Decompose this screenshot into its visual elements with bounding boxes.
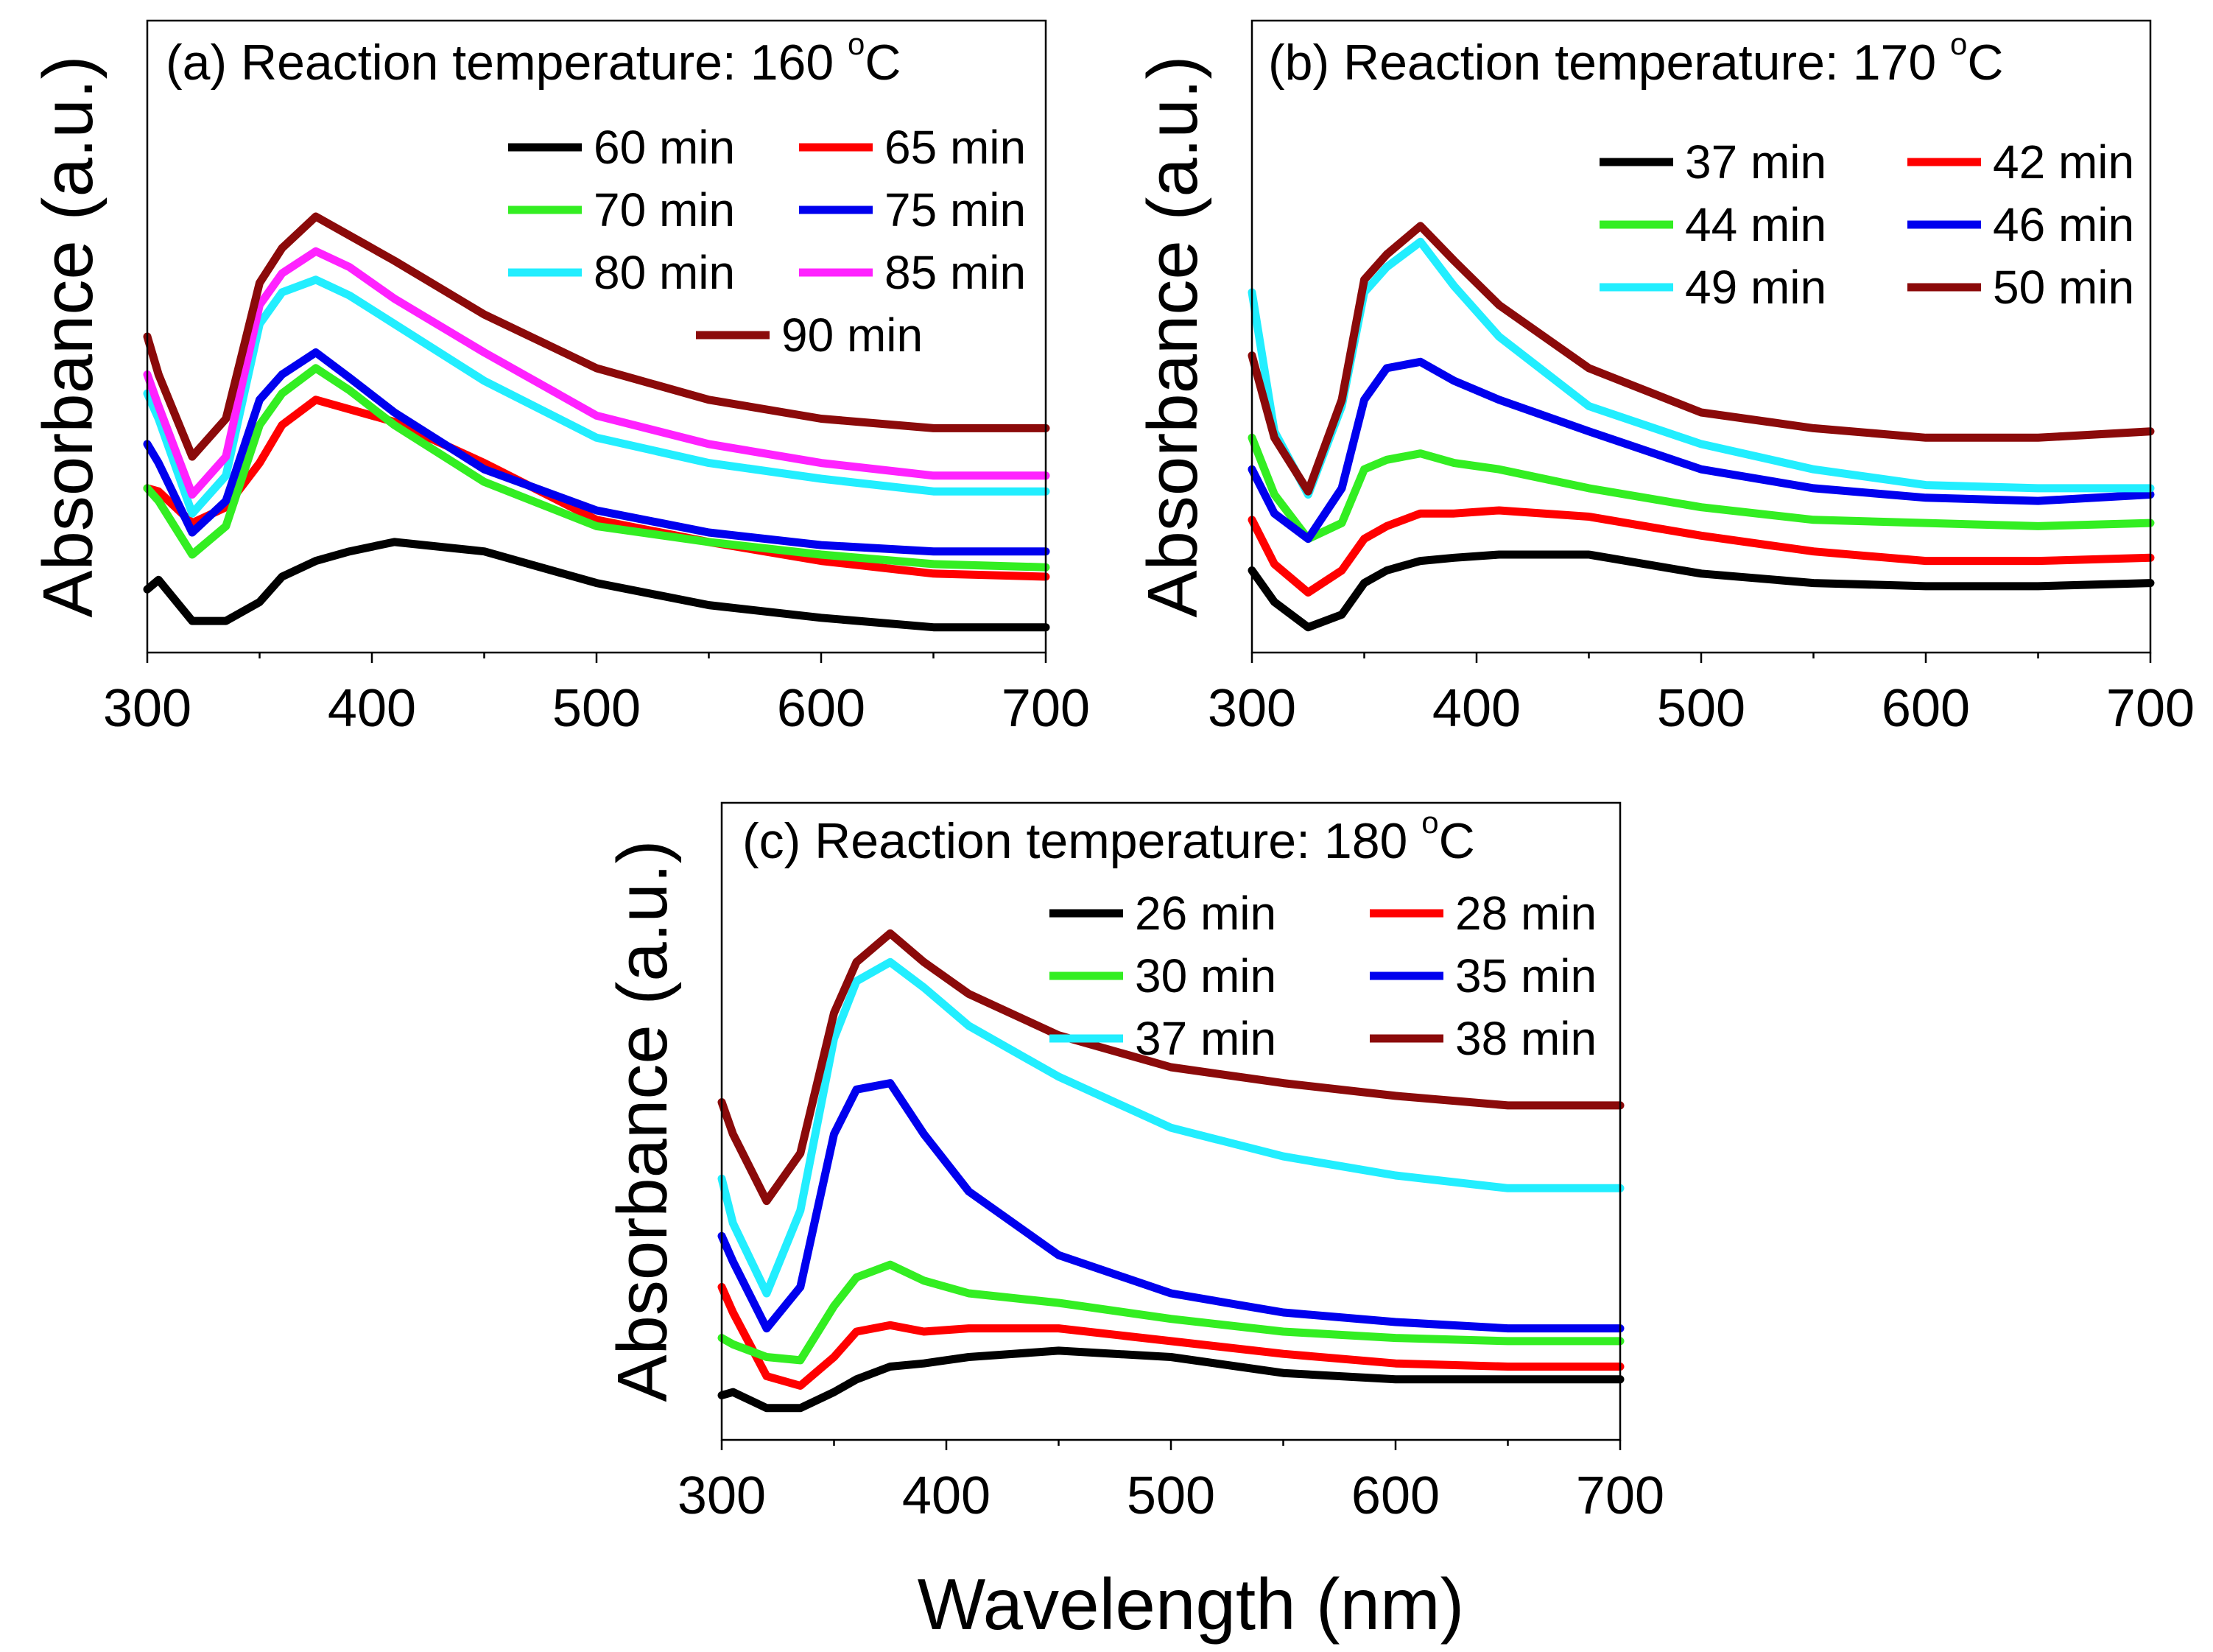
x-tick-label-a-700: 700 <box>1002 679 1090 738</box>
unit-symbol-c: C <box>1439 813 1475 869</box>
x-tick-label-c-300: 300 <box>678 1466 766 1525</box>
legend-label-a-85-min: 85 min <box>884 246 1026 299</box>
legend-label-c-28-min: 28 min <box>1455 887 1597 940</box>
y-axis-label-c: Absorbance (a.u.) <box>603 840 682 1402</box>
y-axis-label-b: Absorbance (a.u.) <box>1133 55 1212 617</box>
legend-label-a-75-min: 75 min <box>884 183 1026 236</box>
legend-label-a-60-min: 60 min <box>594 121 735 174</box>
legend-label-c-26-min: 26 min <box>1135 887 1276 940</box>
series-line-a-75-min <box>143 348 1050 556</box>
unit-symbol-b: C <box>1967 35 2003 91</box>
panel-title-c: (c) Reaction temperature: 180 oC <box>742 805 1475 869</box>
degree-symbol-b: o <box>1950 27 1967 61</box>
x-tick-label-c-400: 400 <box>902 1466 991 1525</box>
chart-panel-a: 300 400 500 600 700 Absorbance (a.u.) (a) Reac… <box>29 19 1090 738</box>
panel-title-a: (a) Reaction temperature: 160 oC <box>166 27 901 91</box>
x-tick-label-b-600: 600 <box>1882 679 1970 738</box>
x-tick-label-b-300: 300 <box>1208 679 1296 738</box>
legend-label-b-42-min: 42 min <box>1993 136 2134 189</box>
legend-label-c-37-min: 37 min <box>1135 1012 1276 1065</box>
x-tick-label-a-300: 300 <box>103 679 191 738</box>
series-line-a-85-min <box>143 247 1050 499</box>
panel-title-text-b: (b) Reaction temperature: 170 <box>1268 35 1950 91</box>
series-line-a-90-min <box>143 212 1050 461</box>
x-tick-label-b-700: 700 <box>2106 679 2195 738</box>
x-tick-label-a-500: 500 <box>552 679 641 738</box>
legend-label-c-38-min: 38 min <box>1455 1012 1597 1065</box>
series-line-c-37-min <box>717 957 1625 1298</box>
series-line-c-26-min <box>717 1346 1625 1413</box>
legend-label-b-50-min: 50 min <box>1993 261 2134 314</box>
series-line-a-70-min <box>143 364 1050 572</box>
x-tick-label-c-600: 600 <box>1351 1466 1440 1525</box>
degree-symbol-a: o <box>848 27 865 61</box>
series-line-b-44-min <box>1248 433 2155 544</box>
series-line-c-35-min <box>717 1079 1625 1333</box>
series-line-a-80-min <box>143 275 1050 518</box>
legend-label-c-35-min: 35 min <box>1455 949 1597 1002</box>
unit-symbol-a: C <box>865 35 901 91</box>
series-line-c-28-min <box>717 1282 1625 1390</box>
x-axis-label: Wavelength (nm) <box>918 1564 1465 1645</box>
x-tick-label-b-400: 400 <box>1432 679 1521 738</box>
legend-label-a-65-min: 65 min <box>884 121 1026 174</box>
panel-title-text-c: (c) Reaction temperature: 180 <box>742 813 1421 869</box>
panel-title-b: (b) Reaction temperature: 170 oC <box>1268 27 2004 91</box>
legend-label-b-46-min: 46 min <box>1993 198 2134 251</box>
legend-label-a-80-min: 80 min <box>594 246 735 299</box>
degree-symbol-c: o <box>1421 805 1438 840</box>
series-line-a-60-min <box>143 538 1050 632</box>
chart-panel-c: 300 400 500 600 700 Absorbance (a.u.) (c) Reac… <box>603 801 1664 1525</box>
x-tick-label-c-500: 500 <box>1127 1466 1215 1525</box>
x-tick-label-a-400: 400 <box>328 679 416 738</box>
legend-label-c-30-min: 30 min <box>1135 949 1276 1002</box>
legend-label-b-37-min: 37 min <box>1685 136 1826 189</box>
chart-panel-b: 300 400 500 600 700 Absorbance (a.u.) (b) Reac… <box>1133 19 2195 738</box>
legend-label-b-44-min: 44 min <box>1685 198 1826 251</box>
x-tick-label-a-600: 600 <box>777 679 865 738</box>
series-line-b-50-min <box>1248 222 2155 496</box>
series-line-c-38-min <box>717 929 1625 1206</box>
legend-label-b-49-min: 49 min <box>1685 261 1826 314</box>
legend-label-a-90-min: 90 min <box>781 309 923 362</box>
x-tick-label-b-500: 500 <box>1657 679 1745 738</box>
legend-label-a-70-min: 70 min <box>594 183 735 236</box>
series-line-b-42-min <box>1248 506 2155 597</box>
series-line-b-46-min <box>1248 357 2155 544</box>
y-axis-label-a: Absorbance (a.u.) <box>29 55 108 617</box>
series-line-c-30-min <box>717 1260 1625 1365</box>
panels: 300 400 500 600 700 Absorbance (a.u.) (a) Reac… <box>29 19 2195 1525</box>
series-line-b-37-min <box>1248 550 2155 632</box>
panel-title-text-a: (a) Reaction temperature: 160 <box>166 35 848 91</box>
x-tick-label-c-700: 700 <box>1576 1466 1664 1525</box>
